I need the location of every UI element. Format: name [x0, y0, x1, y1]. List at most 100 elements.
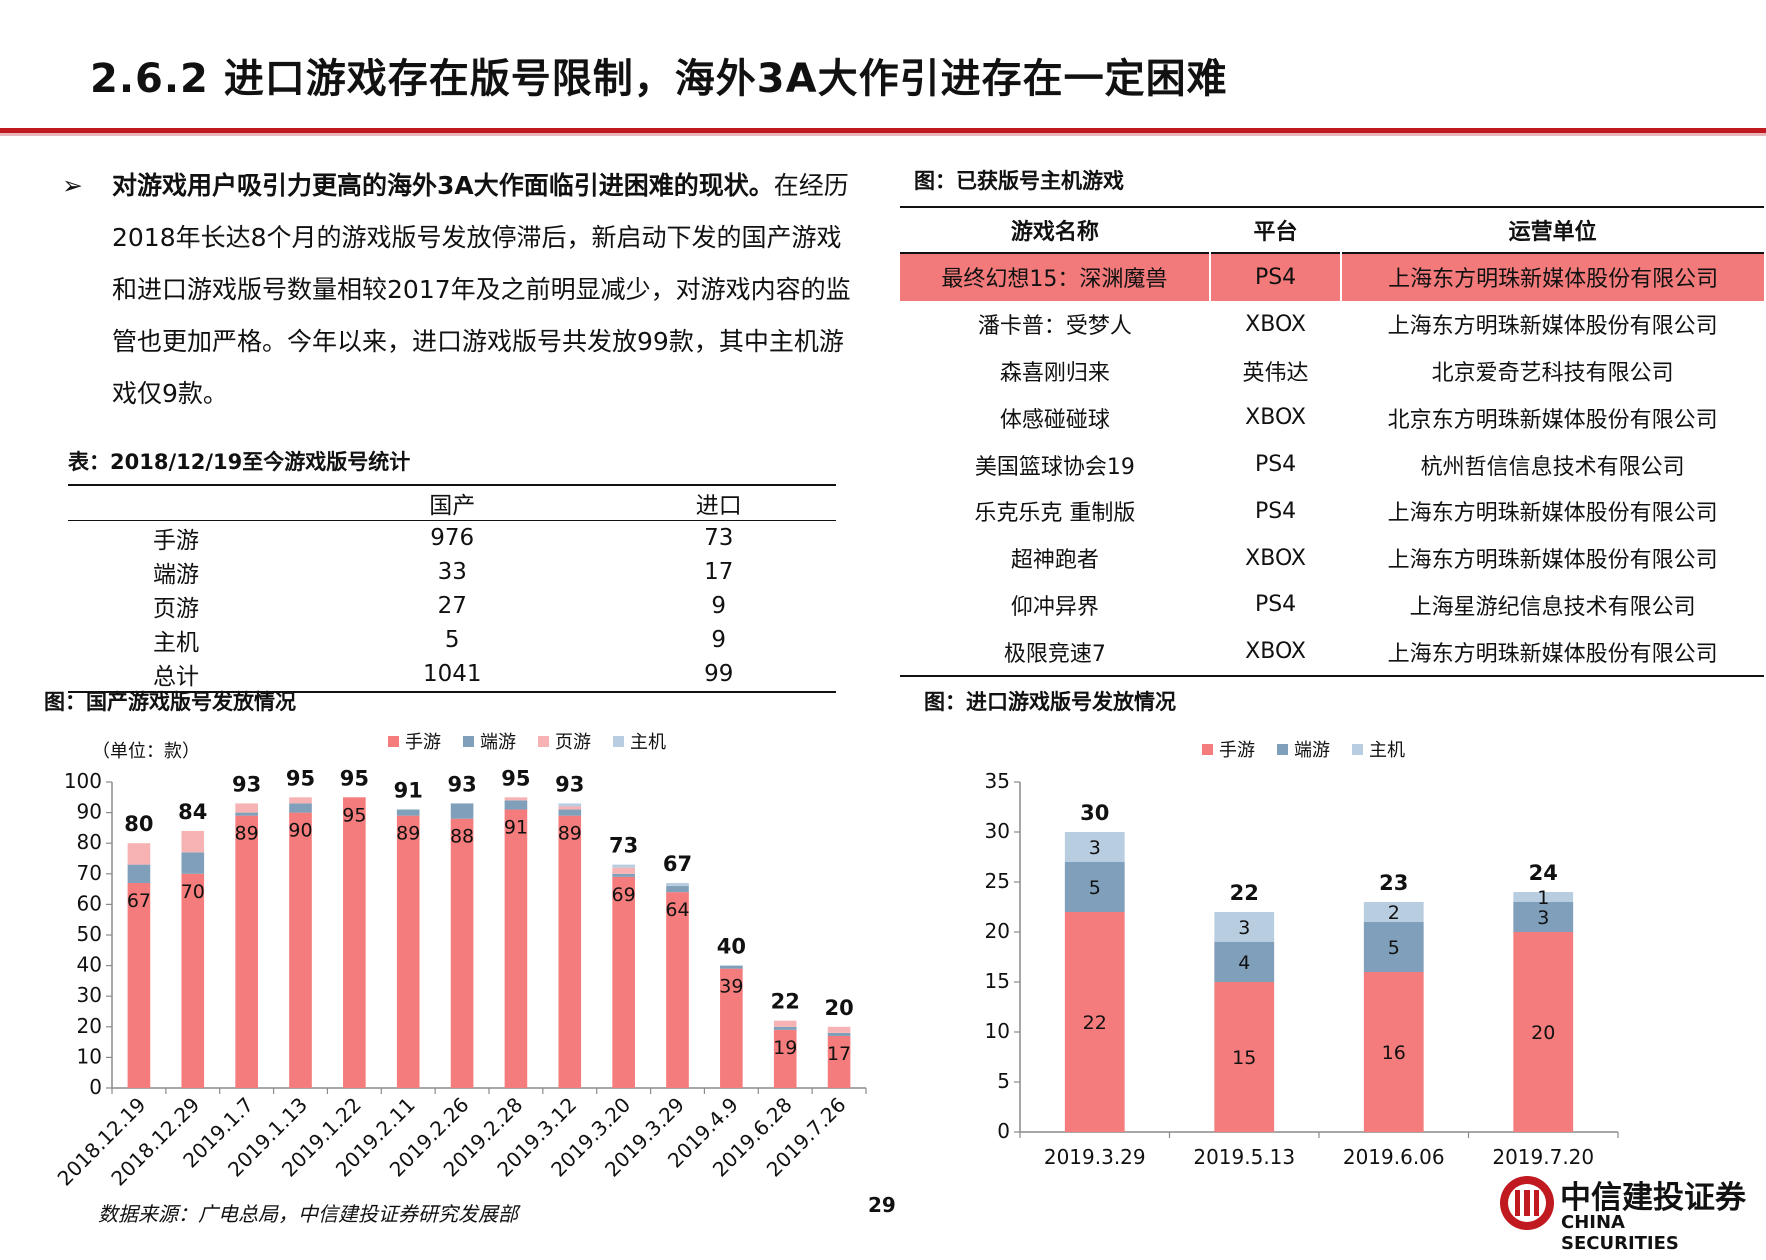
game-cell: XBOX [1245, 639, 1306, 665]
bar-segment [181, 852, 205, 874]
bar-segment [1513, 902, 1574, 932]
legend-label: 端游 [1294, 740, 1330, 761]
x-tick-label: 2019.5.13 [1193, 1145, 1295, 1169]
bar-value-label: 89 [396, 823, 420, 845]
game-header-cell: 游戏名称 [1010, 220, 1099, 245]
legend-swatch [1202, 743, 1213, 755]
bar-segment [504, 809, 528, 1088]
bar-value-label: 39 [719, 976, 743, 998]
y-tick-label: 20 [77, 1014, 102, 1038]
stat-header-cell: 进口 [695, 493, 742, 519]
game-table: 游戏名称 平台 运营单位 最终幻想15：深渊魔兽 PS4 上海东方明珠新媒体股份有限公司… [900, 206, 1764, 677]
bar-total-label: 93 [232, 772, 261, 796]
stat-cell: 9 [711, 627, 727, 653]
bar-segment [289, 797, 312, 804]
left-chart-legend: 手游 端游 页游 主机 [388, 728, 666, 754]
legend-swatch [538, 735, 549, 747]
bar-value-label: 3 [1537, 907, 1549, 929]
bar-total-label: 20 [824, 996, 853, 1020]
bar-total-label: 30 [1080, 801, 1109, 825]
game-row: 最终幻想15：深渊魔兽 PS4 上海东方明珠新媒体股份有限公司 [900, 253, 1764, 301]
y-tick-label: 10 [985, 1019, 1010, 1043]
game-row: 美国篮球协会19 PS4 杭州哲信信息技术有限公司 [900, 441, 1764, 488]
game-row: 极限竞速7 XBOX 上海东方明珠新媒体股份有限公司 [900, 628, 1764, 677]
stat-cell: 1041 [422, 661, 482, 687]
bar-segment [773, 1026, 797, 1030]
bar-segment [450, 803, 474, 819]
bar-total-label: 22 [1230, 881, 1259, 905]
stat-row: 端游 33 17 [68, 555, 836, 589]
game-row: 仰冲异界 PS4 上海星游纪信息技术有限公司 [900, 582, 1764, 629]
bar-segment [289, 812, 312, 1088]
game-cell: XBOX [1245, 311, 1306, 337]
bar-segment [720, 968, 743, 1088]
game-cell: PS4 [1208, 253, 1342, 301]
bar-segment [181, 873, 205, 1088]
bar-segment [235, 812, 258, 816]
game-row: 超神跑者 XBOX 上海东方明珠新媒体股份有限公司 [900, 535, 1764, 582]
game-row: 体感碰碰球 XBOX 北京东方明珠新媒体股份有限公司 [900, 394, 1764, 441]
page-title: 2.6.2 进口游戏存在版号限制，海外3A大作引进存在一定困难 [90, 56, 1228, 102]
bar-value-label: 89 [235, 823, 259, 845]
bar-segment [450, 818, 474, 1088]
china-securities-logo-icon [1500, 1176, 1554, 1230]
page-number: 29 [868, 1193, 896, 1217]
legend-label: 端游 [480, 732, 516, 753]
bar-segment [827, 1032, 851, 1036]
x-tick-label: 2019.7.20 [1492, 1145, 1594, 1169]
bar-value-label: 95 [342, 804, 366, 826]
bar-segment [127, 882, 151, 1088]
bar-segment [612, 873, 635, 877]
bar-value-label: 3 [1238, 917, 1250, 939]
bar-segment [1214, 912, 1275, 942]
bar-segment [235, 815, 258, 1088]
game-cell: PS4 [1254, 592, 1297, 618]
game-cell: PS4 [1254, 498, 1297, 524]
bar-value-label: 17 [827, 1043, 851, 1065]
legend-swatch [388, 735, 399, 747]
stat-cell: 总计 [153, 664, 199, 690]
bar-segment [720, 965, 743, 969]
import-license-chart: 051015202530352253302019.3.291543222019.… [985, 769, 1619, 1169]
y-tick-label: 0 [89, 1075, 102, 1099]
legend-item: 页游 [538, 728, 591, 754]
bar-segment [666, 882, 689, 887]
legend-label: 主机 [1369, 740, 1405, 761]
bar-segment [343, 797, 366, 1088]
bar-total-label: 80 [124, 812, 153, 836]
stat-cell: 17 [704, 559, 734, 585]
game-cell: 乐克乐克 重制版 [974, 501, 1136, 527]
legend-item: 端游 [1277, 736, 1330, 762]
bar-segment [666, 886, 689, 893]
bar-value-label: 16 [1382, 1042, 1406, 1064]
game-cell: 超神跑者 [1010, 548, 1099, 574]
bar-total-label: 40 [717, 935, 746, 959]
y-tick-label: 35 [985, 769, 1010, 793]
y-tick-label: 0 [997, 1119, 1010, 1143]
bar-segment [127, 864, 151, 883]
bar-segment [1513, 932, 1574, 1132]
title-divider-shadow [0, 133, 1766, 136]
y-tick-label: 30 [985, 819, 1010, 843]
bar-total-label: 24 [1529, 861, 1558, 885]
bar-segment [396, 815, 420, 1088]
bar-total-label: 95 [501, 766, 530, 790]
bar-segment [396, 809, 420, 816]
bar-value-label: 69 [612, 884, 636, 906]
game-cell: 森喜刚归来 [999, 360, 1110, 386]
legend-swatch [613, 735, 624, 747]
bar-value-label: 70 [181, 881, 205, 903]
legend-label: 手游 [405, 732, 441, 753]
bar-segment [773, 1020, 797, 1027]
legend-item: 手游 [1202, 736, 1255, 762]
y-tick-label: 70 [77, 861, 102, 885]
game-cell: 英伟达 [1242, 360, 1309, 386]
bar-value-label: 22 [1083, 1012, 1107, 1034]
game-cell: 上海东方明珠新媒体股份有限公司 [1387, 501, 1718, 527]
game-row: 森喜刚归来 英伟达 北京爱奇艺科技有限公司 [900, 348, 1764, 395]
bar-segment [504, 800, 528, 810]
brand-name-en: CHINA SECURITIES [1561, 1212, 1679, 1254]
bar-value-label: 20 [1531, 1022, 1555, 1044]
bar-segment [1214, 982, 1275, 1132]
y-tick-label: 10 [77, 1044, 102, 1068]
